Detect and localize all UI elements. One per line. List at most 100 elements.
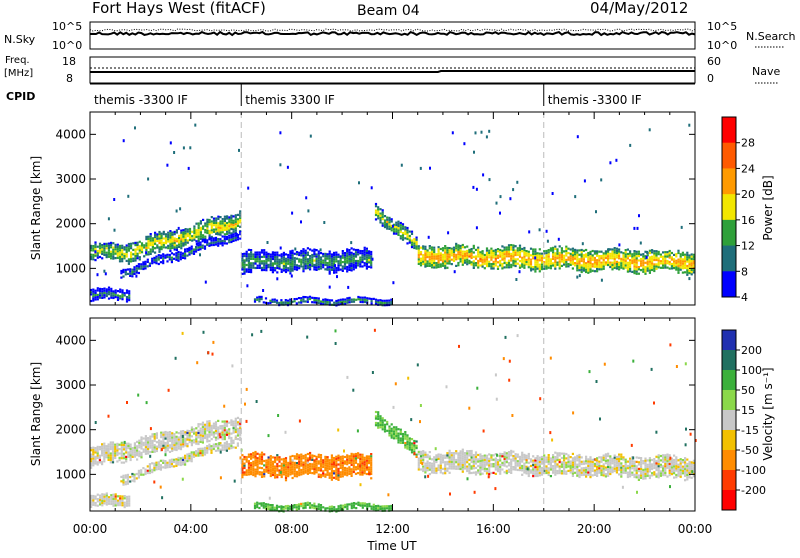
power-cell bbox=[539, 259, 541, 261]
power-cell bbox=[338, 301, 340, 303]
power-cell bbox=[305, 250, 307, 252]
velocity-cell bbox=[466, 468, 468, 470]
power-cell bbox=[158, 259, 160, 261]
power-cell bbox=[296, 298, 298, 300]
power-cell bbox=[129, 270, 131, 272]
velocity-cell bbox=[180, 439, 182, 441]
power-cell bbox=[482, 266, 484, 268]
power-cell bbox=[416, 241, 418, 243]
power-cell bbox=[230, 232, 232, 234]
power-cell bbox=[457, 249, 459, 251]
power-cell bbox=[228, 239, 230, 241]
power-cell bbox=[422, 248, 424, 250]
power-cell bbox=[184, 251, 186, 253]
velocity-cell bbox=[178, 436, 180, 438]
power-cell bbox=[438, 248, 440, 250]
nave-tick-lo: 0 bbox=[707, 72, 714, 85]
power-cell bbox=[189, 146, 191, 149]
power-cell bbox=[596, 253, 598, 255]
velocity-cell bbox=[379, 426, 381, 428]
freq-tick-lo: 8 bbox=[66, 72, 73, 85]
power-cell bbox=[320, 265, 322, 267]
velocity-cell bbox=[316, 469, 318, 471]
power-cell bbox=[171, 232, 173, 234]
power-cell bbox=[235, 225, 237, 227]
power-cell bbox=[472, 186, 474, 189]
power-cell bbox=[629, 268, 631, 270]
velocity-cell bbox=[186, 443, 188, 445]
velocity-cell bbox=[548, 472, 550, 474]
velocity-cell bbox=[215, 423, 217, 425]
power-cell bbox=[629, 144, 631, 147]
power-cell bbox=[684, 262, 686, 264]
velocity-cell bbox=[182, 445, 184, 447]
power-cell bbox=[526, 250, 528, 252]
power-cell bbox=[103, 288, 105, 290]
power-cell bbox=[324, 255, 326, 257]
power-cell bbox=[198, 238, 200, 240]
power-cell bbox=[581, 249, 583, 251]
power-cell bbox=[309, 262, 311, 264]
velocity-cell bbox=[125, 474, 127, 476]
power-cell bbox=[611, 251, 613, 253]
power-cell bbox=[594, 261, 596, 263]
velocity-cell bbox=[528, 462, 530, 464]
velocity-cell bbox=[406, 443, 408, 445]
power-cell bbox=[302, 296, 304, 298]
power-cell bbox=[210, 242, 212, 244]
power-cell bbox=[154, 247, 156, 249]
velocity-cell bbox=[197, 443, 199, 445]
power-cell bbox=[684, 258, 686, 260]
velocity-cell bbox=[585, 460, 587, 462]
velocity-cell bbox=[532, 471, 534, 473]
velocity-cell bbox=[331, 463, 333, 465]
velocity-cell bbox=[603, 470, 605, 472]
velocity-cell bbox=[222, 429, 224, 431]
velocity-cell bbox=[261, 476, 263, 478]
power-cell bbox=[642, 253, 644, 255]
power-cell bbox=[139, 252, 141, 254]
velocity-cell bbox=[473, 456, 475, 458]
velocity-cell bbox=[145, 444, 147, 446]
velocity-cell bbox=[191, 444, 193, 446]
velocity-cell bbox=[140, 443, 142, 445]
velocity-cell bbox=[669, 470, 671, 472]
power-cell bbox=[272, 301, 274, 303]
velocity-cell bbox=[294, 466, 296, 468]
power-cell bbox=[545, 257, 547, 259]
power-cell bbox=[625, 267, 627, 269]
power-cell bbox=[347, 286, 349, 289]
power-cell bbox=[333, 302, 335, 304]
power-cell bbox=[565, 261, 567, 263]
velocity-cell bbox=[296, 462, 298, 464]
power-cell bbox=[446, 260, 448, 262]
velocity-cell bbox=[618, 469, 620, 471]
power-cell bbox=[664, 253, 666, 255]
velocity-cell bbox=[110, 457, 112, 459]
power-cell bbox=[153, 259, 155, 261]
velocity-cell bbox=[473, 467, 475, 469]
velocity-cell bbox=[206, 425, 208, 427]
velocity-cell bbox=[154, 438, 156, 440]
power-cell bbox=[664, 251, 666, 253]
power-cell bbox=[182, 252, 184, 254]
velocity-cell bbox=[134, 447, 136, 449]
power-cell bbox=[142, 266, 144, 268]
power-cell bbox=[296, 302, 298, 304]
power-cell bbox=[182, 238, 184, 240]
power-cell bbox=[329, 299, 331, 301]
power-cell bbox=[572, 248, 574, 250]
velocity-cell bbox=[337, 479, 339, 481]
power-cell bbox=[583, 254, 585, 256]
velocity-cell bbox=[294, 475, 296, 477]
velocity-cell bbox=[377, 413, 379, 415]
power-cell bbox=[121, 251, 123, 253]
power-cell bbox=[517, 254, 519, 256]
velocity-cell bbox=[567, 461, 569, 463]
velocity-cell bbox=[521, 458, 523, 460]
power-cell bbox=[318, 297, 320, 299]
power-cell bbox=[416, 248, 418, 250]
power-cell bbox=[669, 263, 671, 265]
velocity-cell bbox=[285, 464, 287, 466]
velocity-cell bbox=[186, 458, 188, 460]
